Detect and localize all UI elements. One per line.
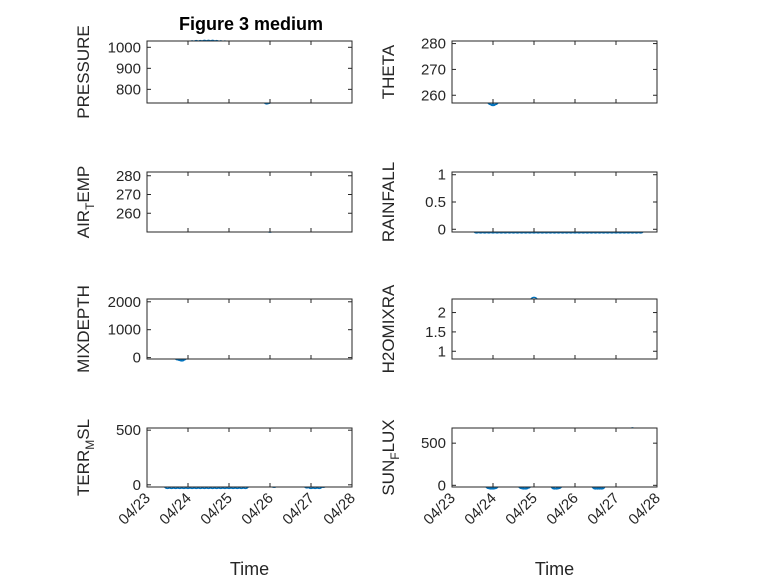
y-axis-label-part: PRESSURE (74, 25, 93, 119)
y-tick-label: 0 (438, 221, 446, 238)
y-tick-label: 1 (438, 167, 446, 184)
y-tick-label: 500 (421, 435, 446, 452)
axes-frame (146, 427, 353, 488)
axes-frame (146, 40, 353, 104)
y-tick-label: 0 (133, 477, 141, 494)
axes-rainfall: 0 0.5 1 RAINFALL (379, 162, 658, 242)
y-axis-label-part: SL (74, 419, 93, 440)
y-tick-label: 0 (438, 477, 446, 494)
axes-theta: 260 270 280 THETA (379, 36, 658, 107)
y-axis-label-part: M (83, 440, 97, 450)
y-axis-label-part: EMP (74, 166, 93, 203)
x-axis-label: Time (535, 559, 574, 579)
y-axis-label-part: TERR (74, 450, 93, 496)
y-tick-label: 270 (116, 187, 141, 204)
y-axis-label-part: RAINFALL (379, 162, 398, 242)
y-tick-label: 260 (116, 205, 141, 222)
y-axis-label: TERRMSL (74, 419, 97, 496)
y-tick-label: 1 (438, 343, 446, 360)
axes-frame (451, 427, 658, 488)
axes-frame (451, 40, 658, 104)
y-tick-label: 2000 (108, 294, 141, 311)
axes-pressure: 800 900 1000 PRESSURE (74, 25, 353, 119)
y-tick-label: 0 (133, 350, 141, 367)
y-tick-label: 900 (116, 60, 141, 77)
y-axis-label-part: H2OMIXRA (379, 284, 398, 373)
y-tick-label: 280 (116, 168, 141, 185)
y-axis-label: THETA (379, 44, 398, 99)
y-axis-label: PRESSURE (74, 25, 93, 119)
y-tick-label: 800 (116, 81, 141, 98)
y-axis-label: AIRTEMP (74, 166, 97, 239)
axes-frame (451, 171, 658, 233)
y-tick-label: 2 (438, 305, 446, 322)
axes-frame (451, 298, 658, 360)
y-tick-label: 270 (421, 61, 446, 78)
y-axis-label-part: AIR (74, 210, 93, 238)
axes-frame (146, 298, 353, 360)
y-axis-label-part: F (388, 452, 402, 459)
y-axis-label-part: MIXDEPTH (74, 285, 93, 373)
y-tick-label: 1000 (108, 39, 141, 56)
y-tick-label: 500 (116, 422, 141, 439)
axes-h2omixra: 1 1.5 2 H2OMIXRA (379, 284, 658, 373)
y-tick-label: 1.5 (425, 324, 446, 341)
y-tick-label: 280 (421, 36, 446, 53)
axes-frame (146, 171, 353, 233)
y-axis-label-part: THETA (379, 44, 398, 99)
figure-title: Figure 3 medium (179, 14, 323, 34)
y-axis-label-part: SUN (379, 460, 398, 496)
y-axis-label: MIXDEPTH (74, 285, 93, 373)
y-axis-label: H2OMIXRA (379, 284, 398, 373)
y-axis-label: SUNFLUX (379, 419, 402, 495)
axes-mixdepth: 0 1000 2000 MIXDEPTH (74, 285, 353, 373)
x-axis-label: Time (230, 559, 269, 579)
y-axis-label-part: LUX (379, 419, 398, 452)
y-tick-label: 260 (421, 87, 446, 104)
y-axis-label: RAINFALL (379, 162, 398, 242)
y-tick-label: 0.5 (425, 194, 446, 211)
y-axis-label-part: T (83, 202, 97, 210)
y-tick-label: 1000 (108, 322, 141, 339)
